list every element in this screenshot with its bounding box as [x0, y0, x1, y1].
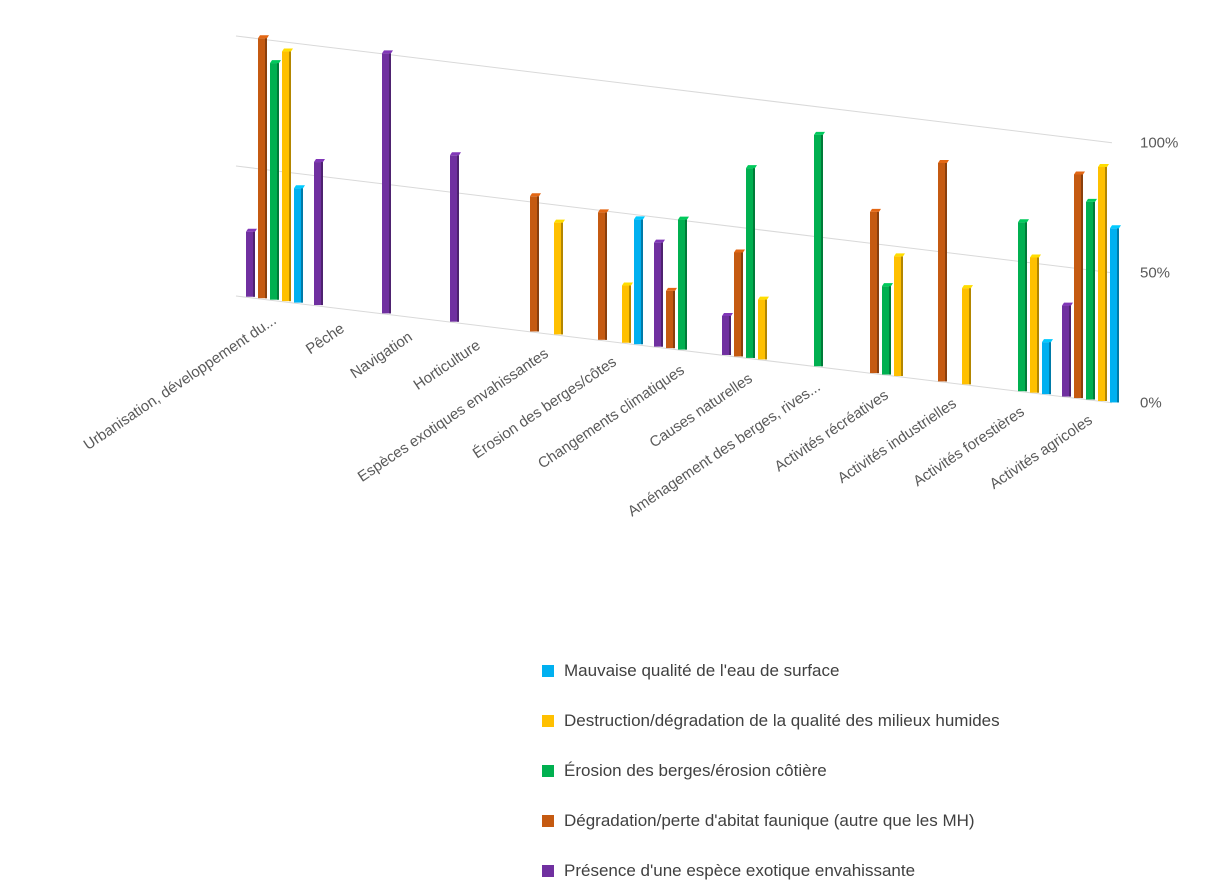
bar [554, 219, 565, 335]
bar [270, 60, 281, 300]
bar [654, 239, 665, 347]
legend-label: Destruction/dégradation de la qualité de… [564, 710, 1000, 730]
category-label: Navigation [347, 328, 415, 382]
category-label: Pêche [303, 320, 348, 358]
y-tick-labels: 0% 50% 100% [1140, 135, 1178, 412]
legend-swatch [542, 814, 554, 827]
gridline [235, 35, 1113, 144]
bar [282, 48, 293, 302]
legend-item: Érosion des berges/érosion côtière [542, 758, 1000, 783]
bar [746, 165, 757, 358]
bar [678, 216, 689, 350]
legend-swatch [542, 714, 554, 727]
bar [258, 35, 269, 299]
y-tick-label: 100% [1140, 135, 1178, 152]
bar [1018, 219, 1029, 392]
bar [450, 152, 461, 322]
bar [870, 208, 881, 374]
legend-item: Mauvaise qualité de l'eau de surface [542, 658, 1000, 683]
legend: Mauvaise qualité de l'eau de surface Des… [542, 658, 1000, 883]
legend-swatch [542, 764, 554, 777]
legend-item: Dégradation/perte d'abitat faunique (aut… [542, 808, 1000, 833]
bar [882, 283, 893, 375]
category-label: Érosion des berges/côtes [470, 353, 620, 462]
bar [382, 50, 393, 314]
category-label: Horticulture [410, 337, 483, 394]
bar [622, 282, 633, 343]
bar [1110, 225, 1121, 403]
bar [598, 209, 609, 340]
bar [1062, 302, 1073, 397]
legend-label: Dégradation/perte d'abitat faunique (aut… [564, 810, 975, 830]
bar [758, 296, 769, 360]
legend-item: Destruction/dégradation de la qualité de… [542, 708, 1000, 733]
bars [246, 35, 1121, 403]
legend-swatch [542, 664, 554, 677]
legend-item: Présence d'une espèce exotique envahissa… [542, 858, 1000, 883]
bar [1030, 254, 1041, 393]
gridline [235, 165, 1113, 274]
y-tick-label: 50% [1140, 265, 1170, 282]
bar [1074, 171, 1085, 399]
bar [1086, 198, 1097, 400]
legend-label: Présence d'une espèce exotique envahissa… [564, 860, 916, 880]
bar [634, 216, 645, 345]
category-label: Urbanisation, développement du... [81, 312, 280, 454]
bar [314, 159, 325, 306]
bar [734, 249, 745, 357]
bar [894, 253, 905, 377]
bar [246, 228, 257, 297]
category-label: Changements climatiques [535, 362, 688, 473]
bar [666, 287, 677, 349]
bar [294, 185, 305, 303]
bar [962, 285, 973, 385]
bar [814, 131, 825, 367]
y-tick-label: 0% [1140, 395, 1162, 412]
bar [1098, 163, 1109, 401]
bar [1042, 339, 1053, 395]
legend-label: Érosion des berges/érosion côtière [564, 760, 827, 780]
bar [938, 160, 949, 382]
bar [722, 312, 733, 355]
legend-label: Mauvaise qualité de l'eau de surface [564, 660, 840, 680]
bar [530, 193, 541, 332]
gridline [235, 295, 1113, 404]
legend-swatch [542, 864, 554, 877]
